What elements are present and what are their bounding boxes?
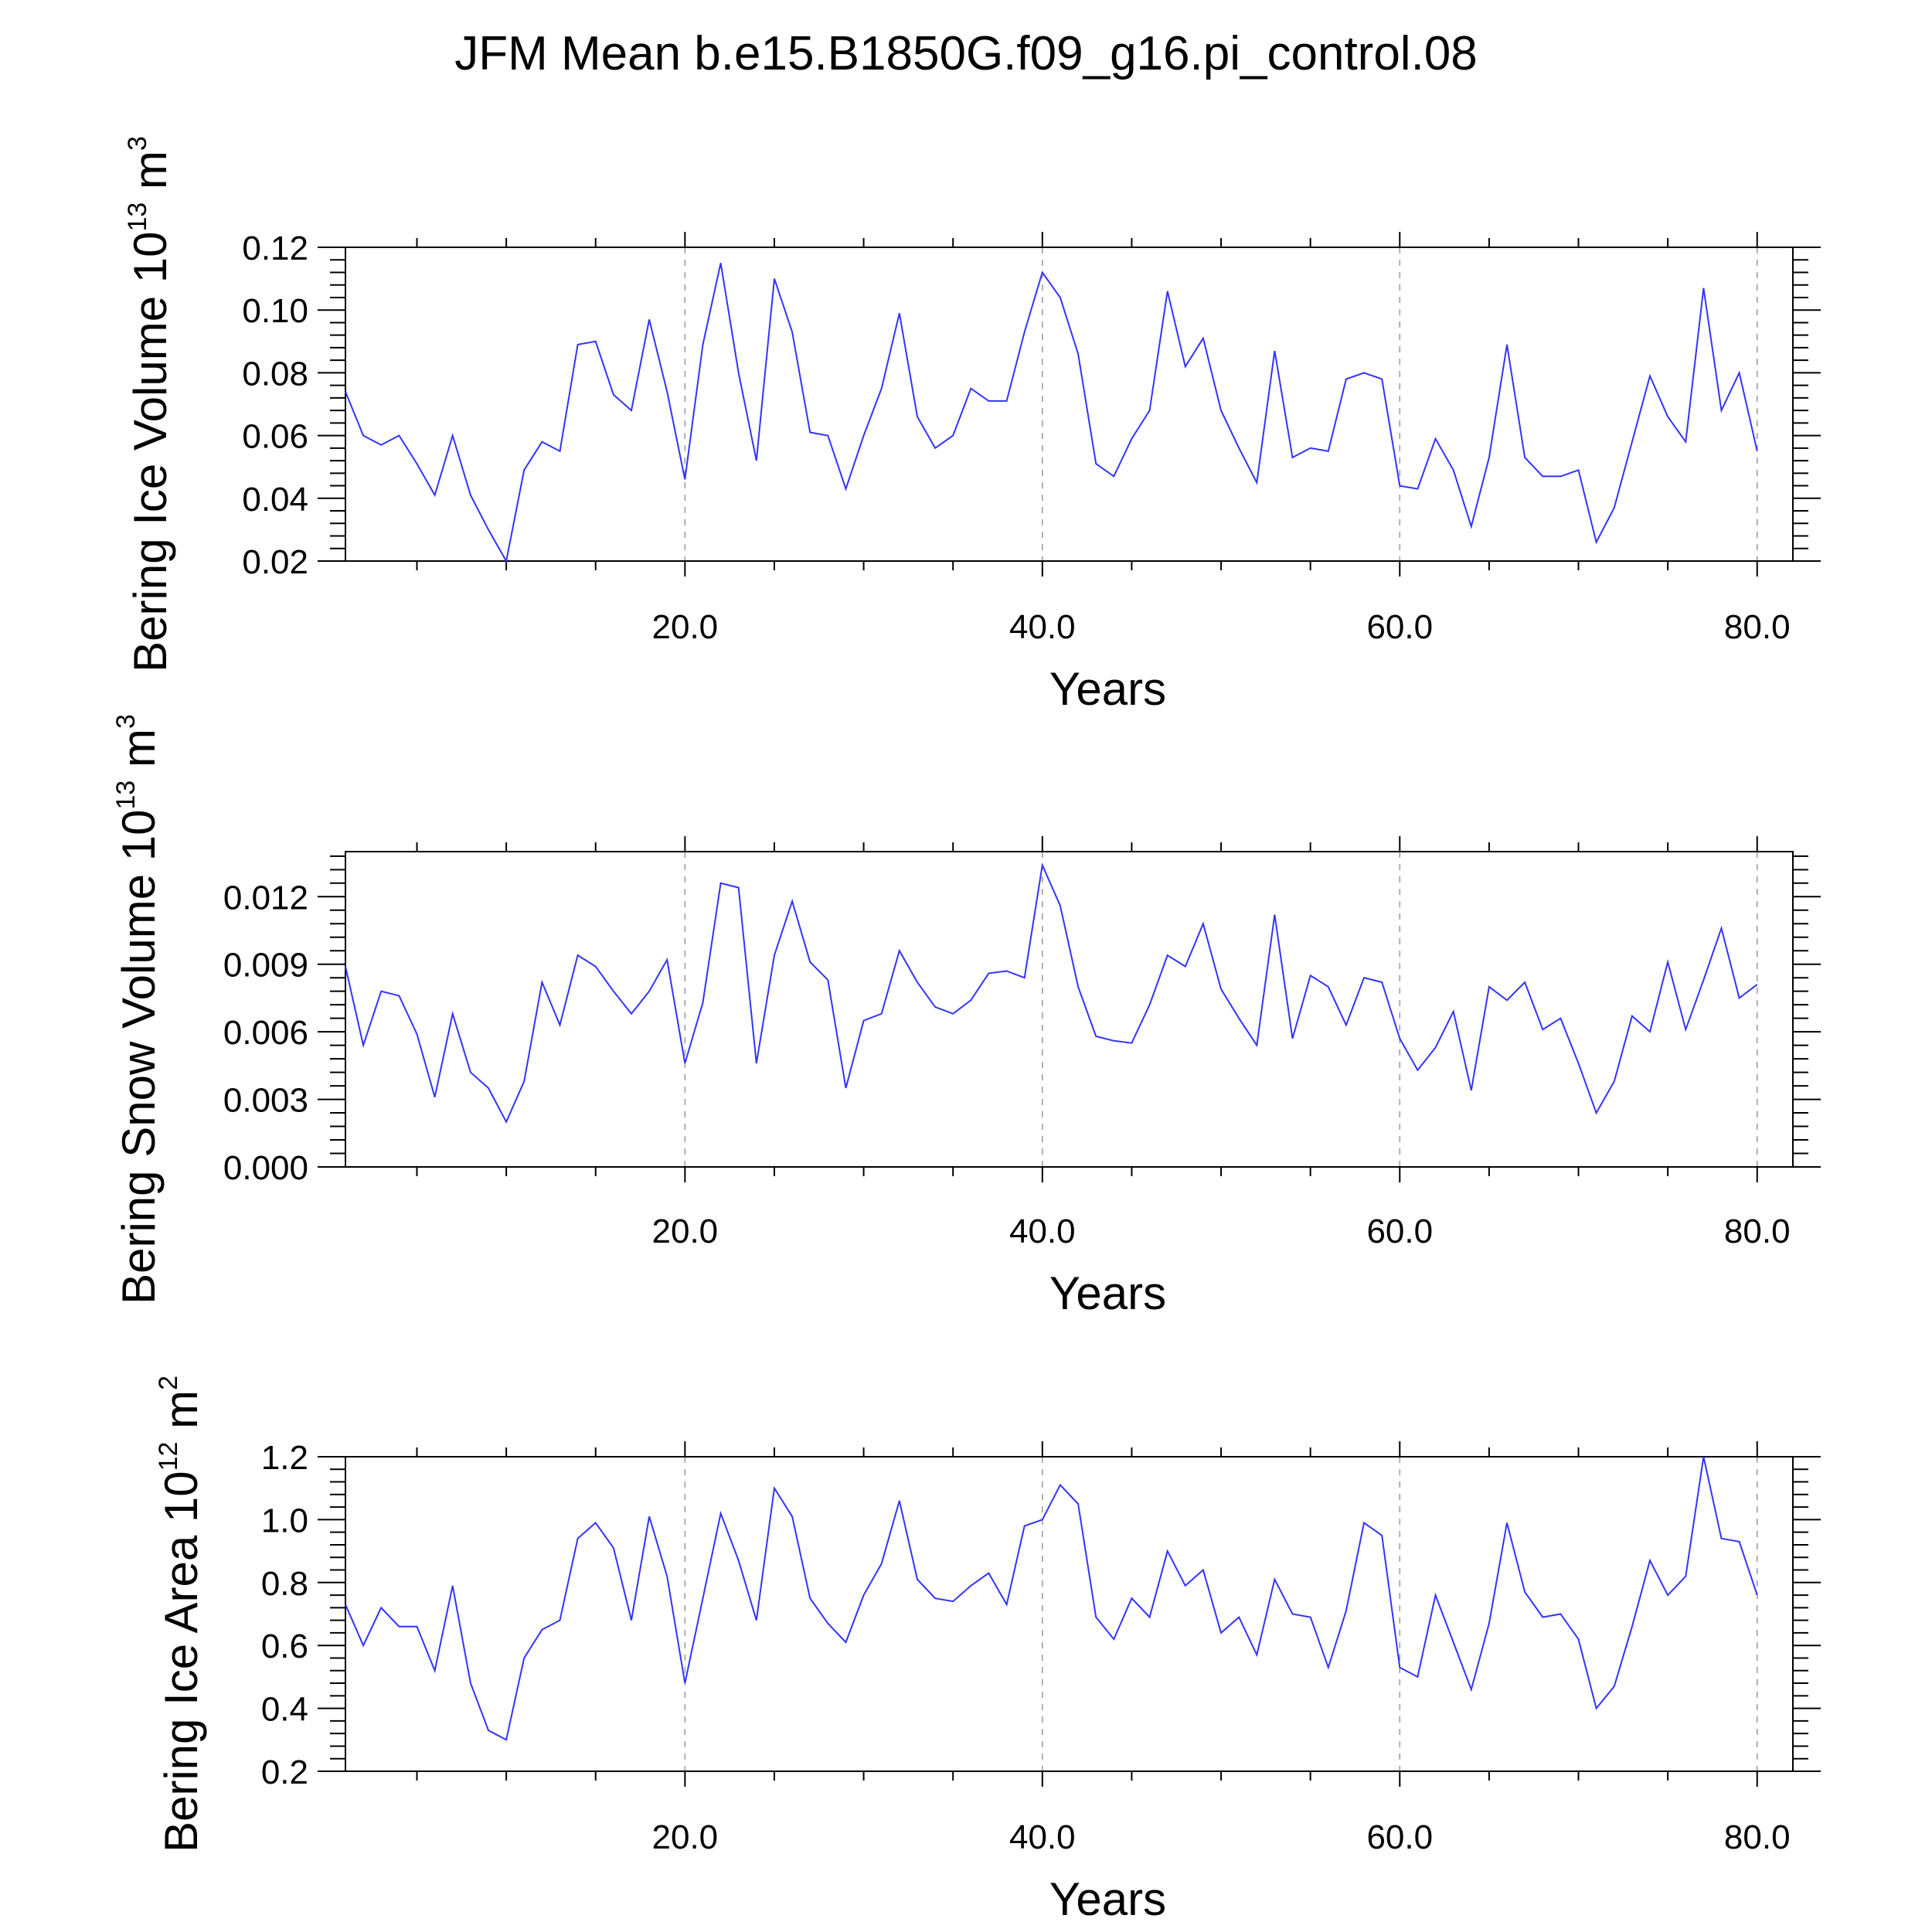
y-tick-label: 0.02 [242, 543, 308, 581]
x-axis-title: Years [1049, 1873, 1166, 1925]
y-tick-label: 0.10 [242, 292, 308, 330]
x-tick-label: 40.0 [1009, 608, 1076, 646]
y-tick-label: 0.2 [261, 1753, 308, 1791]
y-tick-label: 0.8 [261, 1565, 308, 1603]
x-tick-label: 80.0 [1724, 1213, 1791, 1250]
y-tick-label: 1.2 [261, 1439, 308, 1477]
series-line [345, 263, 1758, 563]
y-tick-label: 0.000 [223, 1149, 308, 1187]
x-tick-label: 60.0 [1366, 1818, 1433, 1856]
y-tick-label: 0.4 [261, 1691, 308, 1729]
x-tick-label: 60.0 [1366, 608, 1433, 646]
x-axis-title: Years [1049, 1267, 1166, 1319]
x-tick-label: 40.0 [1009, 1818, 1076, 1856]
y-tick-label: 0.12 [242, 230, 308, 267]
series-line [345, 1456, 1758, 1741]
y-tick-label: 0.06 [242, 418, 308, 456]
y-tick-label: 0.003 [223, 1082, 308, 1120]
y-tick-label: 0.012 [223, 879, 308, 917]
y-axis-title: Bering Snow Volume 1013 m3 [111, 714, 165, 1304]
panel-2: 0.000 0.003 0.006 0.009 0.012 20.0 40.0 60.0 80.… [111, 714, 1821, 1319]
x-tick-label: 20.0 [652, 1213, 719, 1250]
y-tick-label: 0.6 [261, 1628, 308, 1665]
y-tick-label: 0.08 [242, 355, 308, 393]
x-tick-label: 40.0 [1009, 1213, 1076, 1250]
x-tick-label: 60.0 [1366, 1213, 1433, 1250]
series-line [345, 862, 1758, 1124]
y-axis-title: Bering Ice Area 1012 m2 [154, 1376, 207, 1852]
x-tick-label: 20.0 [652, 1818, 719, 1856]
panels: 0.02 0.04 0.06 0.08 0.10 0.12 20.0 40.0 60.0 80.0… [111, 136, 1821, 1925]
x-tick-label: 80.0 [1724, 1818, 1791, 1856]
panel-1: 0.02 0.04 0.06 0.08 0.10 0.12 20.0 40.0 60.0 80.0… [123, 136, 1821, 715]
plot-frame [345, 247, 1794, 562]
x-tick-label: 80.0 [1724, 608, 1791, 646]
plot-frame [345, 1456, 1794, 1772]
y-tick-label: 0.006 [223, 1014, 308, 1052]
x-tick-label: 20.0 [652, 608, 719, 646]
y-tick-label: 0.04 [242, 481, 308, 519]
y-tick-label: 1.0 [261, 1502, 308, 1539]
plot-frame [345, 851, 1794, 1168]
y-axis-title: Bering Ice Volume 1013 m3 [123, 136, 176, 672]
y-tick-label: 0.009 [223, 947, 308, 985]
x-axis-title: Years [1049, 663, 1166, 715]
panel-3: 0.2 0.4 0.6 0.8 1.0 1.2 20.0 40.0 60.0 80.0 Years B… [154, 1376, 1821, 1925]
page-title: JFM Mean b.e15.B1850G.f09_g16.pi_control… [454, 27, 1478, 80]
